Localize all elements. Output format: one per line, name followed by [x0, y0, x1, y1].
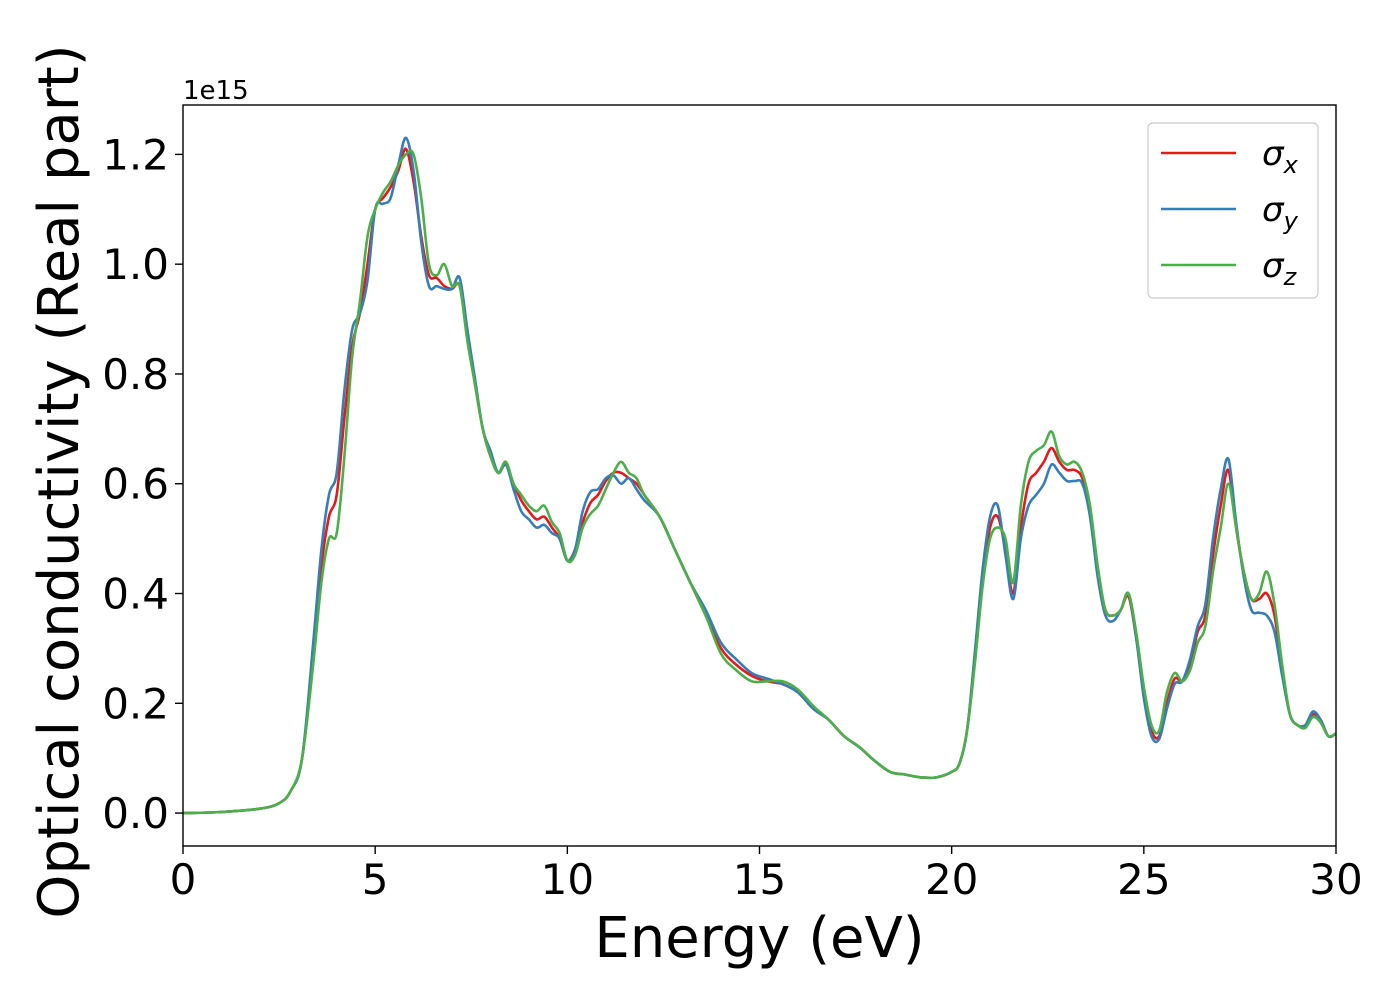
x-tick-label: 30 — [1309, 855, 1362, 904]
x-tick-label: 10 — [541, 855, 594, 904]
y-tick-label: 1.2 — [102, 130, 169, 179]
x-tick-label: 0 — [170, 855, 197, 904]
y-offset-label: 1e15 — [183, 76, 249, 106]
y-tick-label: 1.0 — [102, 240, 169, 289]
x-tick-label: 15 — [733, 855, 786, 904]
x-tick-label: 20 — [925, 855, 978, 904]
legend: σx σy σz — [1147, 122, 1319, 299]
y-tick-label: 0.4 — [102, 570, 169, 619]
y-tick-label: 0.8 — [102, 350, 169, 399]
series-line-z — [183, 149, 1336, 815]
legend-box — [1147, 122, 1319, 299]
x-tick-label: 25 — [1117, 855, 1170, 904]
legend-label-y: σy — [1262, 190, 1299, 235]
x-tick-label: 5 — [362, 855, 389, 904]
x-axis: 0 5 10 15 20 25 30 — [170, 846, 1363, 904]
y-tick-label: 0.0 — [102, 789, 169, 838]
y-tick-label: 0.2 — [102, 679, 169, 728]
legend-label-z: σz — [1262, 246, 1298, 291]
y-tick-label: 0.6 — [102, 460, 169, 509]
y-axis: 0.0 0.2 0.4 0.6 0.8 1.0 1.2 — [102, 130, 183, 838]
x-axis-label: Energy (eV) — [594, 906, 924, 971]
series-lines — [183, 136, 1336, 815]
y-axis-label: Optical conductivity (Real part) — [27, 44, 92, 918]
legend-label-x: σx — [1262, 134, 1299, 179]
